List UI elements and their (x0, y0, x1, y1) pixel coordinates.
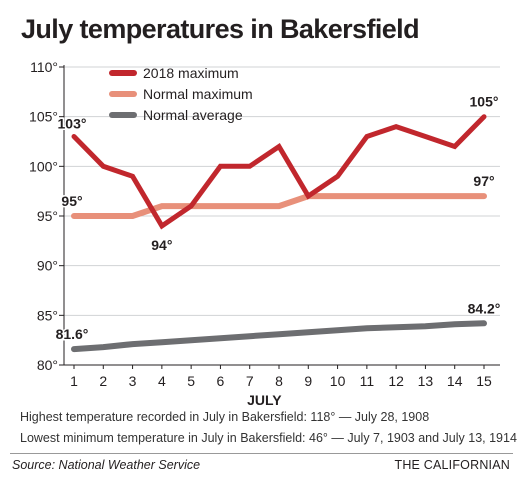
x-tick-label: 2 (99, 373, 107, 389)
x-tick-label: 12 (388, 373, 404, 389)
data-label: 105° (470, 94, 499, 110)
publisher-credit: THE CALIFORNIAN (394, 458, 510, 472)
note-highest-temperature: Highest temperature recorded in July in … (20, 410, 430, 424)
legend-label: Normal average (143, 107, 243, 123)
y-tick-label: 105° (29, 109, 58, 125)
x-axis-label: JULY (247, 392, 282, 408)
y-tick-labels: 80° 85° 90° 95° 100° 105° 110° (29, 59, 58, 373)
data-label: 95° (61, 193, 82, 209)
x-tick-label: 1 (70, 373, 78, 389)
data-label: 103° (58, 116, 87, 132)
series-line-2018-maximum (71, 114, 487, 230)
y-tick-label: 80° (37, 357, 58, 373)
note-lowest-temperature: Lowest minimum temperature in July in Ba… (20, 431, 517, 445)
x-tick-label: 8 (275, 373, 283, 389)
y-tick-label: 100° (29, 158, 58, 174)
x-tick-label: 7 (246, 373, 254, 389)
series-lines (71, 114, 487, 353)
y-tick-label: 90° (37, 258, 58, 274)
x-tick-label: 9 (304, 373, 312, 389)
legend-label: Normal maximum (143, 86, 253, 102)
series-line-normal-average (71, 320, 487, 353)
axes (59, 65, 500, 369)
x-tick-label: 13 (418, 373, 434, 389)
y-tick-label: 85° (37, 307, 58, 323)
data-label: 97° (473, 173, 494, 189)
data-labels: 103° 94° 105° 95° 97° 81.6° 84.2° (54, 92, 502, 343)
y-tick-label: 95° (37, 208, 58, 224)
x-tick-label: 15 (476, 373, 492, 389)
x-tick-label: 3 (129, 373, 137, 389)
x-tick-label: 10 (330, 373, 346, 389)
data-label: 84.2° (468, 300, 501, 316)
series-line-normal-maximum (71, 193, 487, 219)
x-tick-label: 4 (158, 373, 166, 389)
data-label: 94° (151, 237, 172, 253)
data-label: 81.6° (56, 326, 89, 342)
chart-title: July temperatures in Bakersfield (21, 14, 420, 44)
line-chart: 80°85°90°95°100°105°110° 1 2 3 4 5 6 7 8 9 10 11 12… (29, 59, 502, 408)
y-tick-label: 110° (30, 59, 58, 75)
x-tick-label: 11 (360, 373, 375, 389)
source-credit: Source: National Weather Service (12, 458, 201, 472)
x-tick-label: 5 (187, 373, 195, 389)
grid-lines (64, 66, 500, 316)
legend-label: 2018 maximum (143, 65, 239, 81)
x-tick-label: 14 (447, 373, 463, 389)
footer-divider (10, 453, 513, 454)
legend: 2018 maximum Normal maximum Normal average (109, 65, 253, 123)
x-tick-label: 6 (217, 373, 225, 389)
